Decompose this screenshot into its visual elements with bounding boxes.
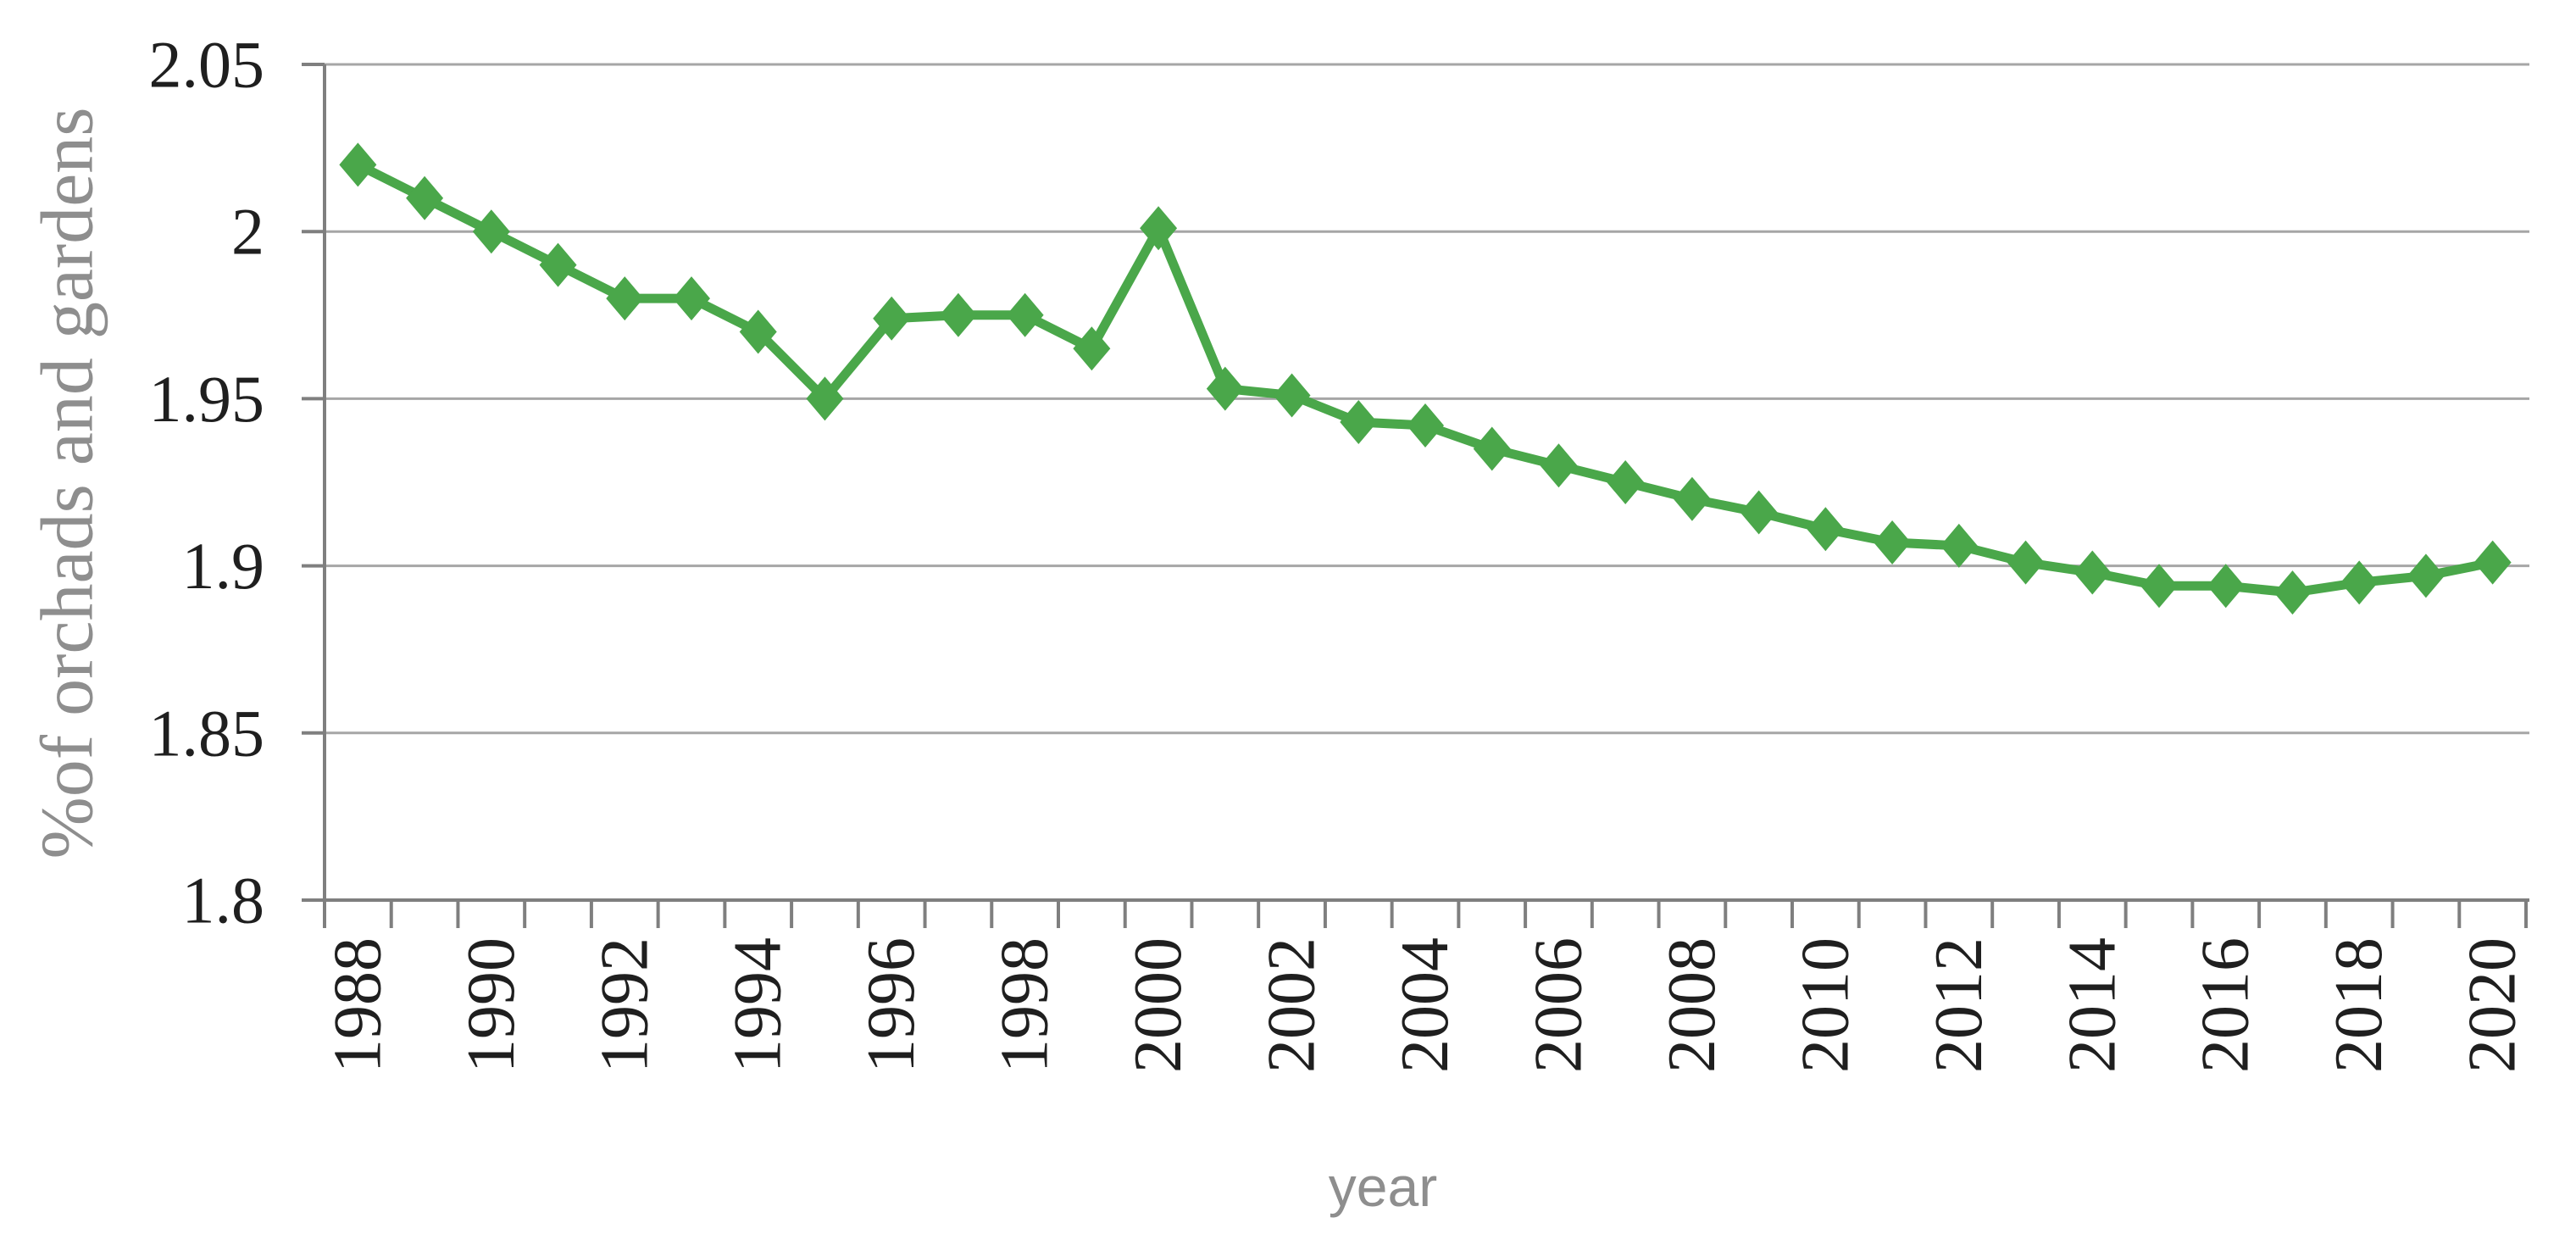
data-point-marker (406, 175, 444, 220)
x-axis (302, 898, 2529, 928)
data-point-marker (1073, 326, 1111, 371)
data-point-marker (1807, 507, 1845, 552)
data-point-marker (1006, 292, 1044, 337)
x-tick-label: 1996 (854, 937, 929, 1073)
data-point-marker (539, 242, 577, 287)
data-point-marker (1607, 460, 1645, 504)
data-point-marker (1673, 476, 1711, 521)
x-tick-labels: 1988 1990 1992 1994 1996 1998 2000 2002 2004 2006… (320, 937, 2529, 1073)
x-tick-label: 1998 (988, 937, 1063, 1073)
x-tick-label: 2010 (1788, 937, 1863, 1073)
data-point-marker (2207, 564, 2245, 609)
data-point-marker (1407, 403, 1444, 448)
gridlines (325, 63, 2529, 735)
x-tick-label: 2000 (1121, 937, 1196, 1073)
data-point-marker (939, 292, 977, 337)
data-point-marker (2007, 540, 2045, 585)
y-axis (302, 63, 326, 902)
series-line (353, 159, 2498, 598)
data-point-marker (1940, 523, 1978, 568)
x-tick-label: 2004 (1388, 937, 1463, 1073)
data-point-marker (1540, 443, 1578, 488)
data-point-marker (1206, 366, 1244, 411)
data-point-marker (2407, 553, 2445, 598)
data-point-marker (739, 309, 777, 354)
y-tick-label: 1.8 (182, 864, 265, 937)
x-axis-title: year (1329, 1155, 1437, 1218)
data-point-marker (606, 276, 644, 321)
data-point-marker (1473, 426, 1511, 471)
y-tick-label: 1.85 (149, 696, 265, 770)
x-tick-label: 2008 (1655, 937, 1729, 1073)
x-tick-label: 2016 (2189, 937, 2263, 1073)
x-tick-label: 1992 (587, 937, 662, 1073)
y-tick-label: 2.05 (149, 28, 265, 102)
data-point-marker (1340, 400, 1378, 445)
x-tick-label: 2006 (1521, 937, 1596, 1073)
data-point-marker (1874, 520, 1912, 564)
x-tick-label: 2018 (2322, 937, 2396, 1073)
data-point-marker (806, 376, 844, 421)
y-tick-label: 1.9 (182, 529, 265, 603)
x-tick-label: 1988 (320, 937, 395, 1073)
y-tick-label: 2 (231, 195, 264, 269)
x-tick-label: 2012 (1922, 937, 1996, 1073)
data-point-marker (2473, 540, 2512, 585)
data-point-marker (2340, 560, 2379, 605)
x-tick-label: 2002 (1255, 937, 1330, 1073)
data-point-marker (472, 209, 510, 254)
data-point-marker (1140, 206, 1178, 251)
x-tick-label: 1994 (721, 937, 796, 1073)
data-point-marker (2074, 550, 2112, 595)
y-tick-label: 1.95 (149, 362, 265, 436)
data-series (339, 142, 2512, 615)
data-point-marker (1740, 490, 1778, 535)
x-tick-label: 1990 (454, 937, 529, 1073)
y-tick-labels: 2.05 2 1.95 1.9 1.85 1.8 (149, 28, 265, 937)
data-point-marker (873, 296, 911, 341)
data-point-marker (339, 142, 377, 187)
data-point-marker (673, 276, 710, 321)
data-point-marker (2273, 570, 2312, 615)
x-tick-label: 2014 (2055, 937, 2129, 1073)
data-point-marker (1273, 373, 1311, 418)
y-axis-title: %of orchads and gardens (27, 107, 109, 859)
data-point-marker (2140, 564, 2178, 609)
x-tick-label: 2020 (2456, 937, 2530, 1073)
